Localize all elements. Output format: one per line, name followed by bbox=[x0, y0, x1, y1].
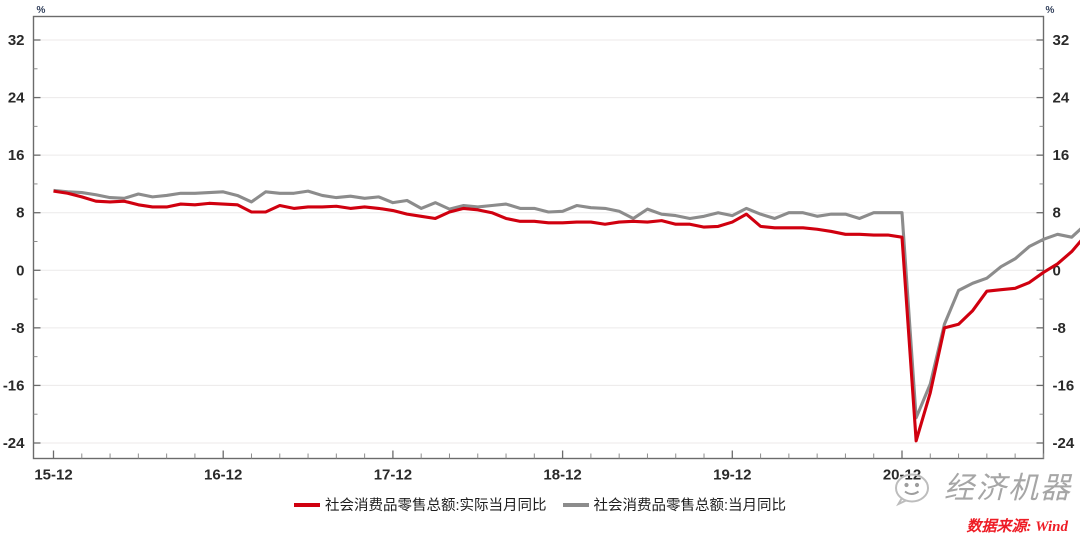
y-tick-label-right-24: 24 bbox=[1053, 90, 1070, 107]
y-tick-label-right--16: -16 bbox=[1053, 377, 1075, 394]
source-note: 数据来源: Wind bbox=[966, 519, 1068, 535]
y-tick-label-left-0: 0 bbox=[16, 262, 24, 279]
y-tick-label-left-8: 8 bbox=[16, 205, 24, 222]
plot-frame bbox=[32, 15, 1045, 460]
y-tick-label-right-8: 8 bbox=[1053, 205, 1061, 222]
y-tick-label-right--8: -8 bbox=[1053, 320, 1066, 337]
series-line-nominal-yoy bbox=[53, 188, 1080, 420]
y-tick-label-right--24: -24 bbox=[1053, 435, 1075, 452]
x-tick-label-16-12: 16-12 bbox=[204, 467, 242, 484]
x-tick-label-15-12: 15-12 bbox=[34, 467, 72, 484]
y-tick-label-left-32: 32 bbox=[8, 32, 25, 49]
x-tick-label-19-12: 19-12 bbox=[713, 467, 751, 484]
x-tick-label-20-12: 20-12 bbox=[883, 467, 921, 484]
legend-swatch-red-icon bbox=[293, 502, 320, 507]
y-tick-label-right-16: 16 bbox=[1053, 147, 1070, 164]
y-tick-label-left--24: -24 bbox=[3, 435, 25, 452]
legend-item-nominal-yoy[interactable]: 社会消费品零售总额:当月同比 bbox=[562, 494, 787, 515]
y-tick-label-right-0: 0 bbox=[1053, 262, 1061, 279]
wechat-logo-icon bbox=[895, 473, 929, 507]
y-axis-unit-right: % bbox=[1046, 5, 1055, 16]
y-axis-unit-left: % bbox=[37, 5, 46, 16]
watermark-text: 经济机器 bbox=[944, 472, 1072, 505]
legend-item-real-yoy[interactable]: 社会消费品零售总额:实际当月同比 bbox=[293, 494, 547, 515]
y-tick-label-left-16: 16 bbox=[8, 147, 25, 164]
watermark: 经济机器 bbox=[894, 470, 1072, 508]
y-tick-label-left--16: -16 bbox=[3, 377, 25, 394]
x-tick-label-18-12: 18-12 bbox=[543, 467, 581, 484]
legend-label-nominal-yoy: 社会消费品零售总额:当月同比 bbox=[593, 498, 787, 514]
y-tick-label-right-32: 32 bbox=[1053, 32, 1070, 49]
legend-label-real-yoy: 社会消费品零售总额:实际当月同比 bbox=[324, 498, 547, 514]
y-tick-label-left--8: -8 bbox=[11, 320, 24, 337]
y-tick-label-left-24: 24 bbox=[8, 90, 25, 107]
series-line-real-yoy bbox=[53, 189, 1080, 443]
legend-swatch-gray-icon bbox=[562, 502, 589, 507]
chart-legend: 社会消费品零售总额:实际当月同比 社会消费品零售总额:当月同比 bbox=[0, 494, 1080, 515]
x-tick-label-17-12: 17-12 bbox=[374, 467, 412, 484]
